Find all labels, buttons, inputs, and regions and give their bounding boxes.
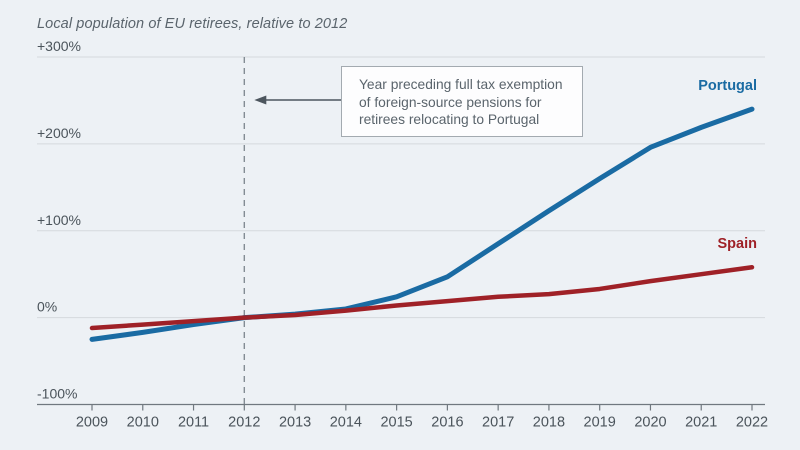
y-tick-label: +100% bbox=[37, 212, 81, 228]
x-tick-label: 2021 bbox=[685, 415, 717, 431]
x-tick-label: 2012 bbox=[228, 415, 260, 431]
chart-title: Local population of EU retirees, relativ… bbox=[37, 16, 348, 32]
x-tick-label: 2015 bbox=[380, 415, 412, 431]
portugal-line bbox=[89, 106, 755, 342]
x-tick-label: 2017 bbox=[482, 415, 514, 431]
x-tick-label: 2014 bbox=[330, 415, 362, 431]
x-tick-label: 2013 bbox=[279, 415, 311, 431]
x-tick-label: 2022 bbox=[736, 415, 768, 431]
x-tick-label: 2016 bbox=[431, 415, 463, 431]
annotation-line-1: Year preceding full tax exemption bbox=[359, 77, 563, 92]
portugal-series-label: Portugal bbox=[698, 78, 757, 95]
y-tick-label: 0% bbox=[37, 299, 57, 315]
annotation-line-2: of foreign-source pensions for bbox=[359, 94, 542, 110]
x-tick-label: 2020 bbox=[634, 415, 666, 431]
annotation-line-3: retirees relocating to Portugal bbox=[359, 112, 540, 128]
annotation-box: Year preceding full tax exemption of for… bbox=[341, 66, 583, 137]
spain-line bbox=[89, 264, 755, 331]
x-tick-label: 2011 bbox=[178, 415, 209, 431]
y-tick-label: -100% bbox=[37, 386, 77, 402]
annotation-arrow-head bbox=[254, 95, 267, 105]
x-tick-label: 2019 bbox=[584, 415, 616, 431]
spain-series-label: Spain bbox=[717, 236, 757, 253]
x-tick-label: 2009 bbox=[76, 415, 108, 431]
y-tick-label: +300% bbox=[37, 38, 81, 54]
y-tick-label: +200% bbox=[37, 125, 81, 141]
x-tick-label: 2010 bbox=[127, 415, 159, 431]
x-tick-label: 2018 bbox=[533, 415, 565, 431]
